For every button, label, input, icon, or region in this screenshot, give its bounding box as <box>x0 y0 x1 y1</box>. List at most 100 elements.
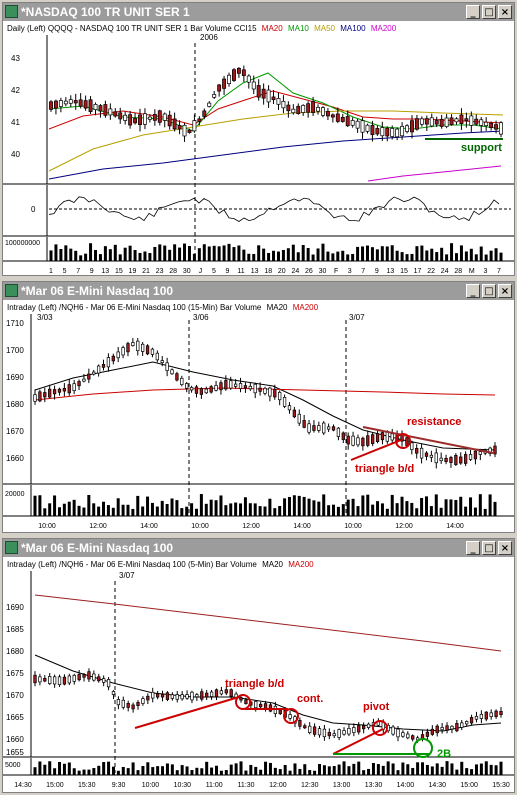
candle-body <box>352 727 356 733</box>
volume-bar <box>460 761 464 775</box>
chart-header: Intraday (Left) /NQH6 - Mar 06 E-Mini Na… <box>7 303 262 312</box>
minimize-button[interactable]: _ <box>466 541 480 555</box>
volume-bar <box>92 503 96 516</box>
volume-bar <box>489 764 493 775</box>
candle-body <box>322 422 326 434</box>
candle-body <box>111 355 115 362</box>
x-tick-label: 10:00 <box>38 523 56 530</box>
candle-body <box>195 694 199 698</box>
maximize-button[interactable]: □ <box>482 284 496 298</box>
candle-body <box>288 714 292 719</box>
volume-bar <box>59 248 63 261</box>
volume-label: 20000 <box>5 491 25 498</box>
session-label-0306: 3/06 <box>193 313 209 322</box>
volume-bar <box>141 766 145 775</box>
candle-body <box>414 118 419 130</box>
volume-bar <box>148 253 152 261</box>
candle-body <box>335 113 340 122</box>
x-tick-label: 30 <box>183 268 191 275</box>
candle-body <box>136 702 140 706</box>
candle-body <box>282 397 287 407</box>
x-tick-label: 12:00 <box>89 523 107 530</box>
volume-bar <box>307 498 311 516</box>
intraday-5min-chart[interactable]: Intraday (Left) /NQH6 - Mar 06 E-Mini Na… <box>3 557 514 792</box>
volume-bar <box>370 247 374 261</box>
maximize-button[interactable]: □ <box>482 5 496 19</box>
close-button[interactable]: × <box>498 541 512 555</box>
ma200-legend: MA200 <box>293 303 319 312</box>
volume-bar <box>454 500 458 516</box>
candle-body <box>88 99 93 112</box>
volume-bar <box>341 504 345 516</box>
intraday-15min-chart[interactable]: Intraday (Left) /NQH6 - Mar 06 E-Mini Na… <box>3 300 514 532</box>
volume-bar <box>276 251 280 261</box>
volume-bar <box>141 506 145 516</box>
candle-body <box>268 704 273 712</box>
volume-bar <box>425 250 429 261</box>
x-tick-label: 3 <box>483 268 487 275</box>
x-tick-label: 9 <box>226 268 230 275</box>
volume-bar <box>434 494 438 516</box>
window-titlebar[interactable]: *Mar 06 E-Mini Nasdaq 100 _ □ × <box>3 282 514 300</box>
ma20-line <box>34 361 496 451</box>
x-tick-label: 1 <box>49 268 53 275</box>
candle-body <box>340 116 345 122</box>
maximize-button[interactable]: □ <box>482 541 496 555</box>
daily-chart[interactable]: Daily (Left) QQQQ - NASDAQ 100 TR UNIT S… <box>3 21 514 275</box>
volume-bar <box>69 248 73 261</box>
candle-body <box>170 694 174 699</box>
volume-bars <box>33 494 497 516</box>
volume-bar <box>175 770 179 775</box>
volume-bar <box>262 248 266 261</box>
volume-bar <box>146 762 150 775</box>
volume-bar <box>430 766 434 775</box>
candle-body <box>258 703 263 708</box>
window-titlebar[interactable]: *Mar 06 E-Mini Nasdaq 100 _ □ × <box>3 539 514 557</box>
volume-bar <box>210 767 214 775</box>
ma200-line <box>34 387 496 401</box>
x-tick-label: 13:00 <box>333 782 351 789</box>
candle-body <box>209 386 213 393</box>
candle-body <box>52 676 57 685</box>
candle-body <box>77 674 81 681</box>
minimize-button[interactable]: _ <box>466 284 480 298</box>
volume-bar <box>207 246 211 261</box>
window-titlebar[interactable]: *NASDAQ 100 TR UNIT SER 1 _ □ × <box>3 3 514 21</box>
candle-body <box>155 352 159 361</box>
intraday-15min-window: *Mar 06 E-Mini Nasdaq 100 _ □ × Intraday (… <box>2 281 515 533</box>
volume-bar <box>281 249 285 261</box>
candle-body <box>341 432 345 440</box>
volume-bar <box>165 503 169 516</box>
candle-body <box>405 125 409 132</box>
candle-body <box>278 709 282 715</box>
candle-body <box>49 101 53 110</box>
volume-bar <box>391 763 395 775</box>
volume-bar <box>84 253 88 261</box>
volume-bar <box>273 508 277 516</box>
intraday-5min-window: *Mar 06 E-Mini Nasdaq 100 _ □ × Intraday (… <box>2 538 515 793</box>
volume-bar <box>43 508 47 516</box>
volume-bar <box>470 769 474 775</box>
volume-bar <box>385 508 389 516</box>
volume-bar <box>247 253 251 261</box>
volume-bar <box>361 246 365 261</box>
volume-bar <box>214 500 218 516</box>
candle-body <box>415 448 419 454</box>
minimize-button[interactable]: _ <box>466 5 480 19</box>
volume-bar <box>424 496 428 516</box>
candle-body <box>351 435 355 446</box>
x-tick-label: 26 <box>305 268 313 275</box>
close-button[interactable]: × <box>498 5 512 19</box>
ma200-legend: MA200 <box>371 24 397 33</box>
candle-body <box>317 425 321 431</box>
volume-bar <box>336 506 340 516</box>
y-tick-43: 43 <box>11 54 20 63</box>
volume-bar <box>396 770 400 775</box>
triangle-annotation: triangle b/d <box>355 463 414 475</box>
y-tick-41: 41 <box>11 118 20 127</box>
volume-bar <box>128 245 132 261</box>
close-button[interactable]: × <box>498 284 512 298</box>
candle-body <box>357 725 361 733</box>
ma20-legend: MA20 <box>262 24 283 33</box>
volume-bar <box>229 503 233 516</box>
